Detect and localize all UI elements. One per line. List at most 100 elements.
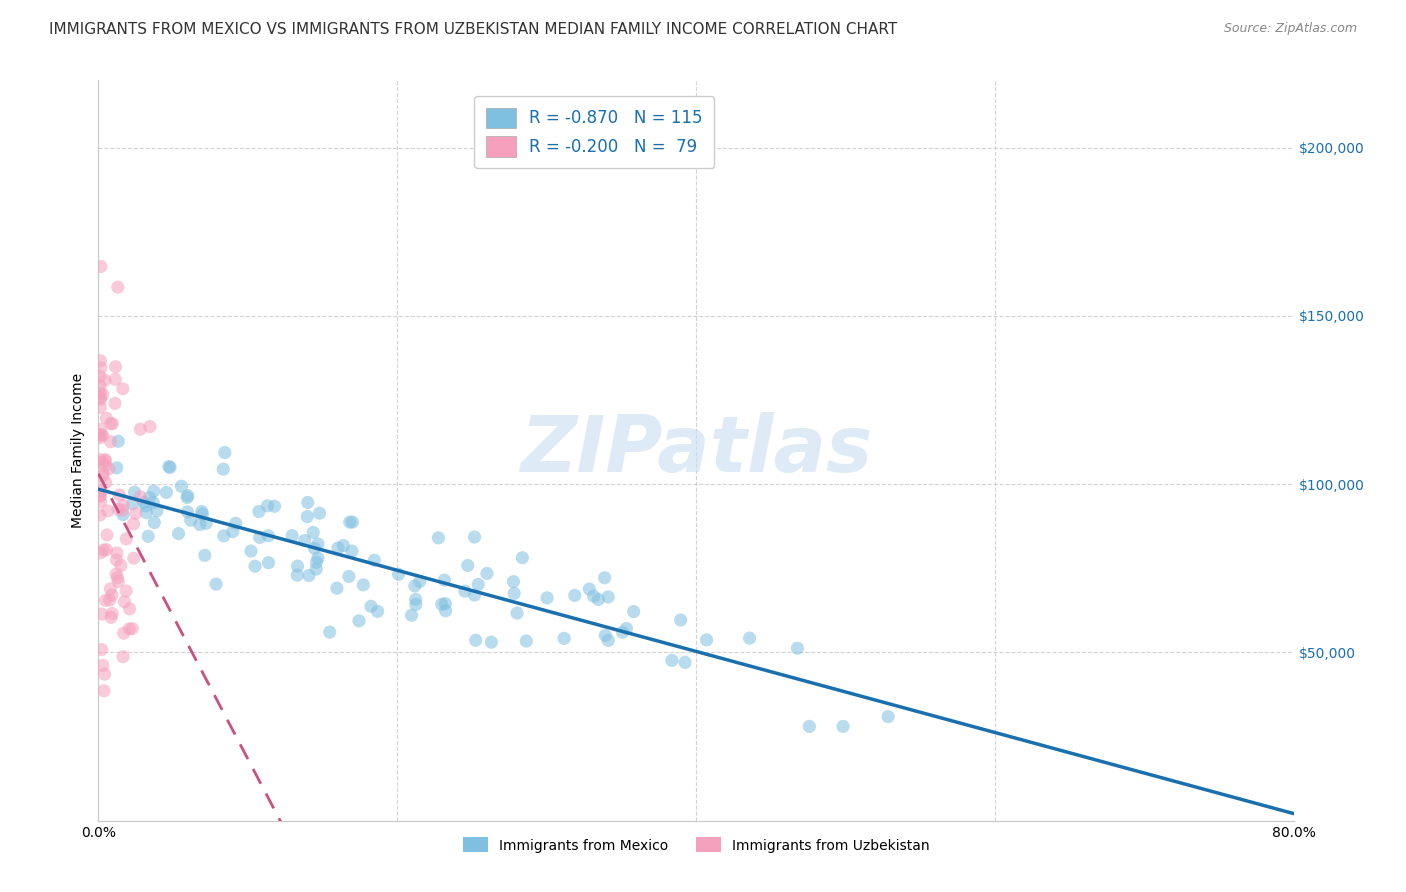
Text: IMMIGRANTS FROM MEXICO VS IMMIGRANTS FROM UZBEKISTAN MEDIAN FAMILY INCOME CORREL: IMMIGRANTS FROM MEXICO VS IMMIGRANTS FRO… [49, 22, 897, 37]
Point [142, 484, 165, 499]
Point [91, 466, 114, 480]
Point [302, 525, 325, 540]
Point [90, 607, 112, 621]
Point [135, 506, 157, 520]
Point [352, 578, 374, 592]
Point [98, 593, 121, 607]
Point [195, 516, 218, 531]
Point [90, 427, 112, 442]
Point [553, 632, 575, 646]
Point [616, 622, 638, 636]
Point [257, 556, 280, 570]
Point [434, 597, 457, 611]
Point [263, 500, 285, 514]
Point [112, 499, 135, 513]
Point [107, 434, 129, 449]
Point [222, 524, 245, 539]
Point [94, 452, 117, 467]
Point [96, 542, 118, 557]
Point [91, 658, 114, 673]
Point [111, 503, 134, 517]
Point [90, 642, 112, 657]
Point [214, 445, 236, 459]
Point [104, 372, 127, 386]
Point [90, 483, 112, 498]
Point [598, 633, 620, 648]
Point [114, 595, 136, 609]
Point [93, 683, 115, 698]
Point [536, 591, 558, 605]
Point [100, 417, 122, 431]
Point [159, 460, 181, 475]
Point [122, 551, 145, 566]
Point [661, 653, 683, 667]
Point [304, 541, 326, 556]
Point [170, 479, 193, 493]
Text: ZIPatlas: ZIPatlas [520, 412, 872, 489]
Point [94, 475, 117, 490]
Point [191, 507, 214, 521]
Point [138, 491, 160, 505]
Point [305, 555, 328, 569]
Point [139, 419, 162, 434]
Point [155, 485, 177, 500]
Point [308, 506, 330, 520]
Point [281, 529, 304, 543]
Point [96, 411, 118, 425]
Point [247, 504, 270, 518]
Point [799, 719, 821, 733]
Point [212, 529, 235, 543]
Point [243, 559, 266, 574]
Point [89, 508, 111, 522]
Point [506, 606, 529, 620]
Point [122, 516, 145, 531]
Point [107, 280, 129, 294]
Point [89, 428, 111, 442]
Point [100, 582, 122, 596]
Point [104, 396, 127, 410]
Text: Source: ZipAtlas.com: Source: ZipAtlas.com [1223, 22, 1357, 36]
Point [877, 709, 900, 723]
Point [90, 360, 112, 375]
Point [96, 528, 118, 542]
Point [90, 546, 112, 560]
Point [118, 602, 141, 616]
Point [121, 497, 143, 511]
Point [105, 460, 128, 475]
Point [433, 573, 456, 587]
Point [612, 625, 634, 640]
Point [454, 584, 477, 599]
Point [176, 505, 198, 519]
Legend: Immigrants from Mexico, Immigrants from Uzbekistan: Immigrants from Mexico, Immigrants from … [457, 831, 935, 858]
Point [503, 586, 526, 600]
Point [430, 598, 453, 612]
Point [294, 533, 316, 548]
Point [129, 422, 152, 436]
Point [249, 530, 271, 544]
Point [786, 641, 808, 656]
Point [93, 667, 115, 681]
Point [110, 558, 132, 573]
Point [107, 571, 129, 585]
Point [98, 462, 121, 476]
Y-axis label: Median Family Income: Median Family Income [72, 373, 86, 528]
Point [100, 610, 122, 624]
Point [89, 385, 111, 400]
Point [593, 628, 616, 642]
Point [101, 588, 124, 602]
Point [143, 516, 166, 530]
Point [342, 515, 364, 529]
Point [673, 656, 696, 670]
Point [463, 530, 485, 544]
Point [91, 456, 114, 470]
Point [176, 491, 198, 505]
Point [337, 569, 360, 583]
Point [112, 649, 135, 664]
Point [240, 544, 263, 558]
Point [467, 577, 489, 591]
Point [225, 516, 247, 531]
Point [307, 551, 329, 566]
Point [405, 592, 427, 607]
Point [404, 579, 426, 593]
Point [326, 541, 349, 555]
